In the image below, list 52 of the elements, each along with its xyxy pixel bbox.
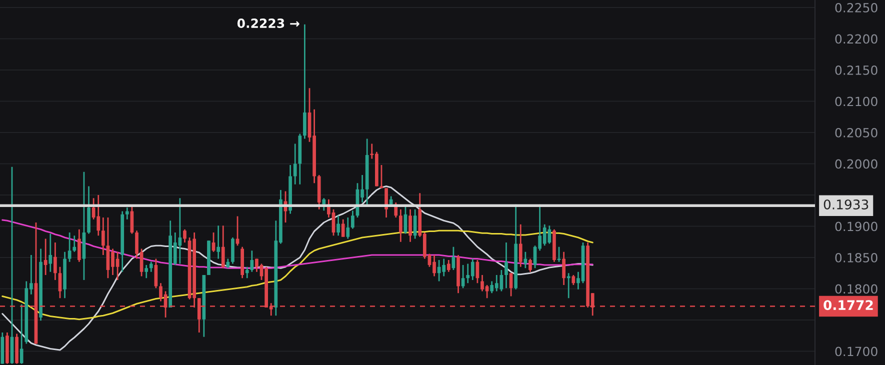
candlestick (566, 272, 570, 299)
candlestick (446, 259, 450, 273)
candlestick (226, 258, 230, 269)
candlestick (231, 236, 234, 264)
candlestick (54, 242, 57, 281)
candlestick (351, 210, 354, 230)
candlestick (398, 208, 402, 243)
y-tick-label: 0.2250 (835, 2, 878, 12)
y-tick-label: 0.2000 (835, 159, 878, 169)
candlestick (68, 232, 72, 263)
candlestick (336, 214, 340, 236)
candlestick (346, 216, 350, 240)
y-tick-label: 0.2050 (835, 128, 878, 138)
candlestick (408, 208, 412, 243)
candlestick (72, 234, 76, 253)
annotation: 0.2223 → (237, 18, 300, 28)
candlestick (322, 197, 326, 212)
candlestick (303, 24, 306, 140)
candlestick (461, 264, 465, 289)
candlestick (250, 250, 254, 273)
candlestick (528, 258, 532, 273)
candlestick (20, 304, 24, 364)
candlestick (245, 266, 249, 279)
candlestick (154, 258, 158, 289)
candlestick (504, 242, 508, 289)
candlestick (572, 274, 576, 286)
y-tick-label: 0.2150 (835, 65, 878, 75)
y-tick-label: 0.1850 (835, 252, 878, 262)
candlestick (341, 218, 345, 238)
candlestick (524, 251, 528, 269)
y-tick-label: 0.1900 (835, 222, 878, 232)
candlestick (518, 224, 522, 268)
ref-line-label: 0.1772 (824, 300, 873, 310)
candlestick (144, 264, 148, 279)
candlestick (77, 228, 81, 263)
candlestick (183, 228, 186, 244)
candlestick (221, 224, 225, 269)
candlestick (149, 261, 153, 273)
y-tick-label: 0.2100 (835, 96, 878, 106)
candlestick (562, 251, 566, 286)
candlestick (101, 216, 105, 256)
candlestick (384, 187, 388, 218)
y-tick-label: 0.1700 (835, 346, 878, 356)
y-tick-label: 0.1800 (835, 284, 878, 294)
candlestick (48, 233, 52, 273)
candlestick (293, 143, 297, 186)
y-tick-label: 0.2200 (835, 34, 878, 44)
candlestick (236, 216, 240, 246)
candlestick (125, 206, 129, 220)
candlestick (44, 238, 48, 276)
candlestick (216, 224, 220, 260)
ref-line-label: 0.1933 (824, 199, 868, 210)
